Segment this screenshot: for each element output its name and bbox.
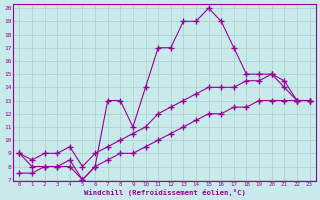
X-axis label: Windchill (Refroidissement éolien,°C): Windchill (Refroidissement éolien,°C) (84, 189, 245, 196)
